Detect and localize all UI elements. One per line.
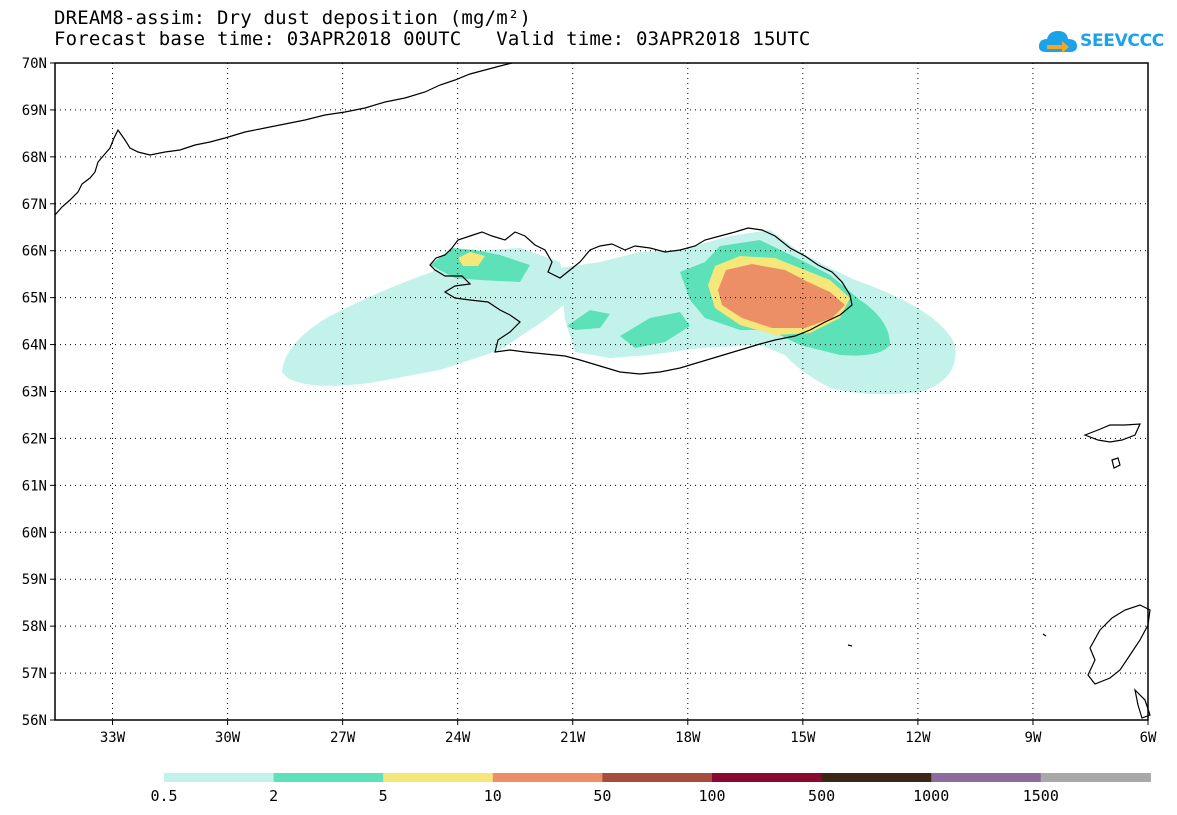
colorbar-label: 2 — [269, 787, 278, 805]
logo-text: SEEVCCC — [1080, 31, 1164, 51]
colorbar-swatch — [602, 773, 713, 782]
lon-tick-label: 6W — [1140, 730, 1157, 746]
colorbar-swatch — [821, 773, 932, 782]
lat-tick-label: 65N — [22, 291, 47, 307]
lon-tick-label: 12W — [905, 730, 931, 746]
lat-tick-label: 62N — [22, 431, 47, 447]
dust-region-west-light — [282, 248, 570, 386]
colorbar-label: 500 — [808, 787, 835, 805]
graticule — [55, 63, 1148, 720]
map-frame — [54, 62, 1149, 721]
lon-tick-label: 24W — [445, 730, 471, 746]
coastline-scotland — [847, 604, 1151, 719]
lon-axis: 33W 30W 27W 24W 21W 18W 15W 12W 9W 6W — [100, 720, 1157, 746]
lon-tick-label: 21W — [560, 730, 586, 746]
lon-tick-label: 15W — [790, 730, 816, 746]
colorbar-swatch — [164, 773, 275, 782]
dust-region-mid-1 — [567, 310, 610, 330]
lat-tick-label: 68N — [22, 150, 47, 166]
lat-tick-label: 66N — [22, 244, 47, 260]
colorbar-label: 50 — [593, 787, 611, 805]
seevccc-logo: SEEVCCC — [1038, 28, 1168, 56]
colorbar-label: 5 — [379, 787, 388, 805]
colorbar-label: 1000 — [913, 787, 949, 805]
colorbar-swatch — [383, 773, 494, 782]
lat-tick-label: 57N — [22, 666, 47, 682]
lat-tick-label: 61N — [22, 478, 47, 494]
colorbar: 0.5 2 5 10 50 100 500 1000 1500 — [150, 773, 1151, 805]
colorbar-label: 100 — [698, 787, 725, 805]
lat-axis: 70N 69N 68N 67N 66N 65N 64N 63N 62N 61N 60N 59N 58N 5… — [22, 56, 55, 729]
coastline-greenland — [54, 62, 513, 216]
dust-field — [282, 230, 956, 395]
colorbar-swatch — [273, 773, 384, 782]
cloud-arrow-icon — [1038, 31, 1077, 53]
lon-tick-label: 33W — [100, 730, 126, 746]
map-title: DREAM8-assim: Dry dust deposition (mg/m²… — [54, 7, 532, 29]
colorbar-swatch — [931, 773, 1042, 782]
lon-tick-label: 18W — [675, 730, 701, 746]
colorbar-swatch — [712, 773, 823, 782]
coastlines — [54, 62, 1151, 719]
coastline-iceland — [429, 227, 853, 375]
colorbar-swatch — [492, 773, 603, 782]
lat-tick-label: 67N — [22, 197, 47, 213]
lon-tick-label: 9W — [1025, 730, 1042, 746]
lat-tick-label: 59N — [22, 572, 47, 588]
colorbar-swatch — [1040, 773, 1151, 782]
lon-tick-label: 27W — [330, 730, 356, 746]
map-subtitle: Forecast base time: 03APR2018 00UTC Vali… — [54, 28, 811, 50]
lat-tick-label: 70N — [22, 56, 47, 72]
dust-region-mid-2 — [620, 312, 690, 348]
lat-tick-label: 58N — [22, 619, 47, 635]
dust-region-westfjords-yellow — [458, 252, 485, 266]
colorbar-label: 10 — [484, 787, 502, 805]
colorbar-label: 0.5 — [150, 787, 177, 805]
coastline-faroe — [1083, 423, 1141, 469]
lat-tick-label: 63N — [22, 385, 47, 401]
dust-region-westfjords-green — [430, 248, 530, 282]
dust-region-orange — [718, 264, 845, 328]
colorbar-label: 1500 — [1023, 787, 1059, 805]
lon-tick-label: 30W — [215, 730, 241, 746]
lat-tick-label: 60N — [22, 525, 47, 541]
lat-tick-label: 56N — [22, 713, 47, 729]
lat-tick-label: 64N — [22, 338, 47, 354]
lat-tick-label: 69N — [22, 103, 47, 119]
